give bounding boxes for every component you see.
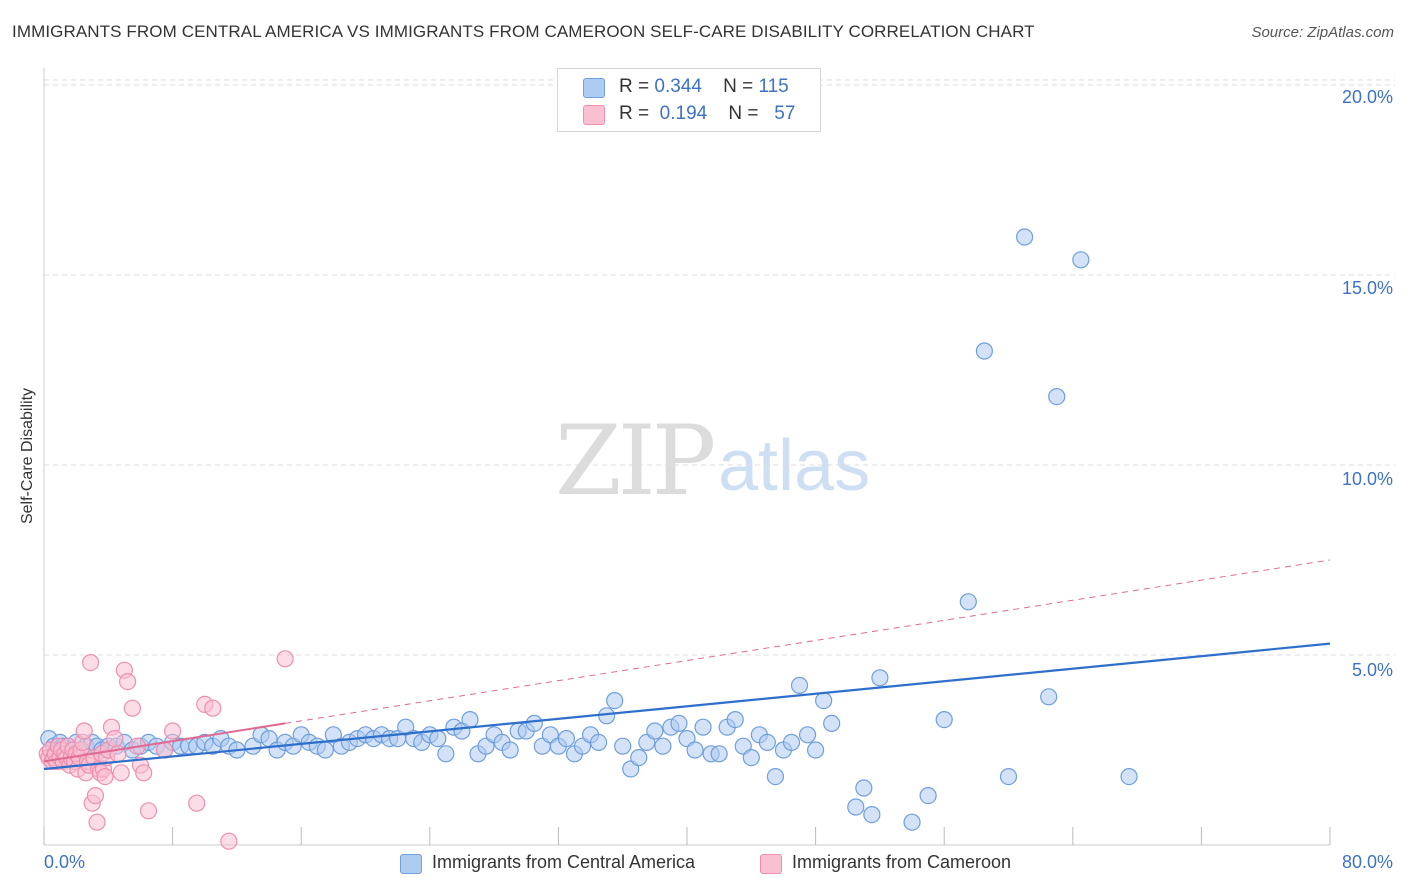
point-central-america <box>598 707 616 725</box>
point-cameroon <box>164 722 182 740</box>
point-central-america <box>919 786 937 805</box>
trendline-cameroon <box>43 722 286 763</box>
chart-title: IMMIGRANTS FROM CENTRAL AMERICA VS IMMIG… <box>12 22 1035 41</box>
series-legend-label: Immigrants from Cameroon <box>792 852 1012 872</box>
point-central-america <box>798 726 817 744</box>
legend-r-label: R = <box>619 76 650 97</box>
legend-swatch-pink <box>583 105 605 125</box>
y-tick-label-15: 15.0% <box>1341 278 1393 298</box>
point-central-america <box>1015 228 1034 246</box>
x-tick-label-80: 80.0% <box>1341 852 1393 872</box>
point-cameroon <box>188 794 206 812</box>
point-central-america <box>501 741 519 759</box>
point-central-america <box>806 741 825 759</box>
point-cameroon <box>96 767 114 786</box>
point-cameroon <box>276 650 294 668</box>
point-central-america <box>815 691 833 710</box>
x-tick-label-0: 0.0% <box>44 852 86 872</box>
legend-r-label: R = <box>619 103 650 124</box>
point-central-america <box>742 748 760 767</box>
point-central-america <box>1072 251 1090 269</box>
point-cameroon <box>139 802 158 820</box>
point-cameroon <box>88 813 106 831</box>
legend-r-value: 0.344 <box>654 76 702 97</box>
y-tick-label-5: 5.0% <box>1351 660 1393 680</box>
point-central-america <box>589 733 608 752</box>
legend-n-value: 115 <box>758 76 789 97</box>
point-central-america <box>790 676 809 695</box>
point-cameroon <box>75 722 93 740</box>
point-cameroon <box>220 832 238 850</box>
source-label: Source: ZipAtlas.com <box>1251 24 1394 41</box>
point-central-america <box>935 710 953 729</box>
point-central-america <box>782 733 801 752</box>
point-cameroon <box>123 699 142 717</box>
point-central-america <box>557 729 576 748</box>
legend-r-value: 0.194 <box>659 103 708 124</box>
point-central-america <box>1048 388 1066 406</box>
point-central-america <box>758 733 776 752</box>
legend-swatch-blue <box>583 78 605 98</box>
watermark-atlas: atlas <box>718 426 871 506</box>
series-swatch-pink <box>760 854 782 874</box>
point-central-america <box>710 745 728 763</box>
trendline-central-america <box>43 642 1331 771</box>
point-central-america <box>959 593 977 611</box>
point-central-america <box>316 741 334 759</box>
point-central-america <box>855 779 873 797</box>
point-central-america <box>999 767 1018 786</box>
correlation-legend: R = 0.344 N = 115 R = 0.194 N = 57 <box>557 68 821 132</box>
point-central-america <box>525 714 543 733</box>
point-cameroon <box>112 764 130 782</box>
point-central-america <box>694 718 712 736</box>
point-central-america <box>726 710 744 729</box>
y-tick-label-20: 20.0% <box>1341 87 1393 107</box>
y-tick-label-10: 10.0% <box>1341 469 1393 489</box>
point-central-america <box>461 710 479 729</box>
watermark-zip: ZIP <box>555 405 716 517</box>
point-central-america <box>654 737 672 755</box>
point-central-america <box>863 805 881 824</box>
legend-n-label: N = <box>728 103 759 124</box>
point-central-america <box>847 798 865 816</box>
point-central-america <box>1120 767 1138 786</box>
point-cameroon <box>86 786 105 805</box>
trendline-cameroon-extension <box>285 559 1331 724</box>
point-central-america <box>670 714 688 733</box>
point-central-america <box>903 813 921 831</box>
point-central-america <box>871 669 889 687</box>
point-central-america <box>606 691 624 710</box>
point-central-america <box>1040 688 1058 706</box>
point-cameroon <box>82 653 100 672</box>
point-central-america <box>823 714 841 733</box>
series-swatch-blue <box>400 854 422 874</box>
legend-n-label: N = <box>723 76 754 97</box>
point-central-america <box>975 342 993 360</box>
legend-n-value: 57 <box>774 103 796 124</box>
point-central-america <box>429 729 447 748</box>
point-cameroon <box>204 699 222 717</box>
point-cameroon <box>106 729 124 748</box>
point-cameroon <box>135 764 153 782</box>
point-central-america <box>686 741 704 759</box>
series-legend-label: Immigrants from Central America <box>432 852 696 872</box>
point-central-america <box>630 748 648 767</box>
point-central-america <box>646 722 664 740</box>
point-central-america <box>766 767 785 786</box>
point-central-america <box>437 745 455 763</box>
point-central-america <box>614 737 632 755</box>
point-cameroon <box>118 672 137 691</box>
